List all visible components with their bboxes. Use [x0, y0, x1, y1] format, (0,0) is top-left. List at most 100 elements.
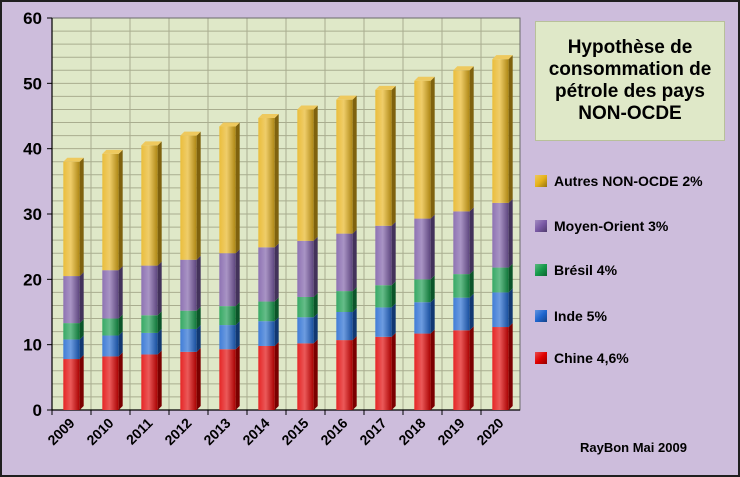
bar-top — [297, 105, 318, 110]
bar-segment — [180, 351, 197, 410]
bar-top — [102, 149, 123, 154]
bar-segment-side — [274, 297, 279, 322]
bar-top — [219, 122, 240, 127]
bar-segment-side — [235, 302, 240, 326]
legend-item: Brésil 4% — [535, 259, 735, 281]
legend-item: Inde 5% — [535, 305, 735, 327]
bar-segment-side — [196, 255, 201, 311]
bar-segment-side — [235, 249, 240, 307]
bar-segment — [258, 345, 275, 410]
bar-segment — [336, 340, 353, 410]
y-tick-label: 40 — [23, 140, 42, 159]
chart-title-box: Hypothèse de consommation de pétrole des… — [535, 21, 725, 141]
bar-segment — [102, 153, 119, 271]
x-tick-label: 2020 — [473, 415, 506, 448]
bar-segment-side — [469, 326, 474, 410]
bar-segment — [102, 318, 119, 336]
bar-top — [375, 85, 396, 90]
bar-segment-side — [157, 311, 162, 333]
bar-segment-side — [508, 55, 513, 203]
bar-segment-side — [352, 287, 357, 312]
bar-segment — [297, 317, 314, 344]
bar-segment-side — [196, 306, 201, 329]
bar-segment-side — [79, 157, 84, 277]
x-tick-label: 2017 — [356, 415, 389, 448]
bar-segment-side — [469, 293, 474, 331]
bar-segment-side — [196, 324, 201, 352]
bar-segment-side — [274, 113, 279, 248]
bar-segment — [414, 218, 431, 280]
bar-segment — [453, 274, 470, 298]
bar-segment-side — [118, 314, 123, 336]
bar-segment-side — [235, 345, 240, 410]
bar-segment — [336, 233, 353, 292]
bar-segment-side — [352, 308, 357, 341]
bar-segment — [180, 259, 197, 311]
y-tick-label: 0 — [33, 401, 42, 420]
bar-segment — [453, 330, 470, 410]
bar-segment-side — [157, 350, 162, 410]
bar-segment — [63, 359, 80, 410]
bar-segment — [63, 323, 80, 340]
bar-segment — [63, 339, 80, 360]
bar-segment-side — [79, 335, 84, 360]
bar-segment — [375, 307, 392, 337]
bar-segment-side — [196, 347, 201, 410]
bar-segment-side — [352, 336, 357, 410]
bar-top — [336, 95, 357, 100]
bar-segment-side — [430, 329, 435, 410]
legend-label: Chine 4,6% — [554, 350, 629, 366]
bar-segment-side — [352, 95, 357, 234]
bar-segment — [414, 279, 431, 303]
bar-segment-side — [430, 214, 435, 280]
bar-segment-side — [313, 313, 318, 344]
bar-segment-side — [391, 221, 396, 286]
bar-segment-side — [430, 275, 435, 303]
bar-segment — [336, 291, 353, 312]
legend-label: Autres NON-OCDE 2% — [554, 173, 703, 189]
bar-top — [180, 131, 201, 136]
bar-segment — [141, 145, 158, 266]
bar-segment-side — [118, 331, 123, 357]
bar-segment-side — [313, 105, 318, 241]
bar-segment — [492, 267, 509, 293]
bar-segment-side — [274, 341, 279, 410]
bar-segment — [102, 335, 119, 357]
bar-segment — [219, 325, 236, 350]
bar-segment-side — [235, 122, 240, 254]
bar-segment — [297, 240, 314, 297]
bar-segment-side — [196, 131, 201, 260]
y-tick-label: 10 — [23, 336, 42, 355]
bar-segment — [453, 70, 470, 212]
bar-segment — [141, 265, 158, 316]
x-tick-label: 2013 — [200, 415, 233, 448]
bar-segment-side — [235, 321, 240, 350]
x-tick-label: 2018 — [395, 415, 428, 448]
bar-top — [453, 66, 474, 71]
bar-segment — [180, 310, 197, 329]
bar-segment — [336, 99, 353, 234]
bar-top — [492, 55, 513, 60]
bar-segment-side — [508, 323, 513, 410]
bar-segment-side — [352, 229, 357, 292]
bar-segment-side — [391, 303, 396, 337]
legend-item: Moyen-Orient 3% — [535, 215, 735, 237]
bar-segment-side — [391, 332, 396, 410]
credit-text: RayBon Mai 2009 — [580, 440, 687, 455]
legend-swatch — [535, 220, 547, 232]
bar-segment-side — [157, 141, 162, 266]
bar-segment — [258, 117, 275, 248]
bar-segment — [219, 306, 236, 326]
bar-segment-side — [313, 236, 318, 297]
bar-segment-side — [313, 292, 318, 318]
bar-top — [258, 113, 279, 118]
bar-segment — [336, 312, 353, 341]
bar-segment — [414, 333, 431, 410]
bar-segment-side — [118, 149, 123, 271]
legend-swatch — [535, 264, 547, 276]
bar-segment-side — [391, 85, 396, 226]
bar-segment — [375, 89, 392, 226]
bar-segment-side — [118, 352, 123, 410]
legend-label: Brésil 4% — [554, 262, 618, 278]
